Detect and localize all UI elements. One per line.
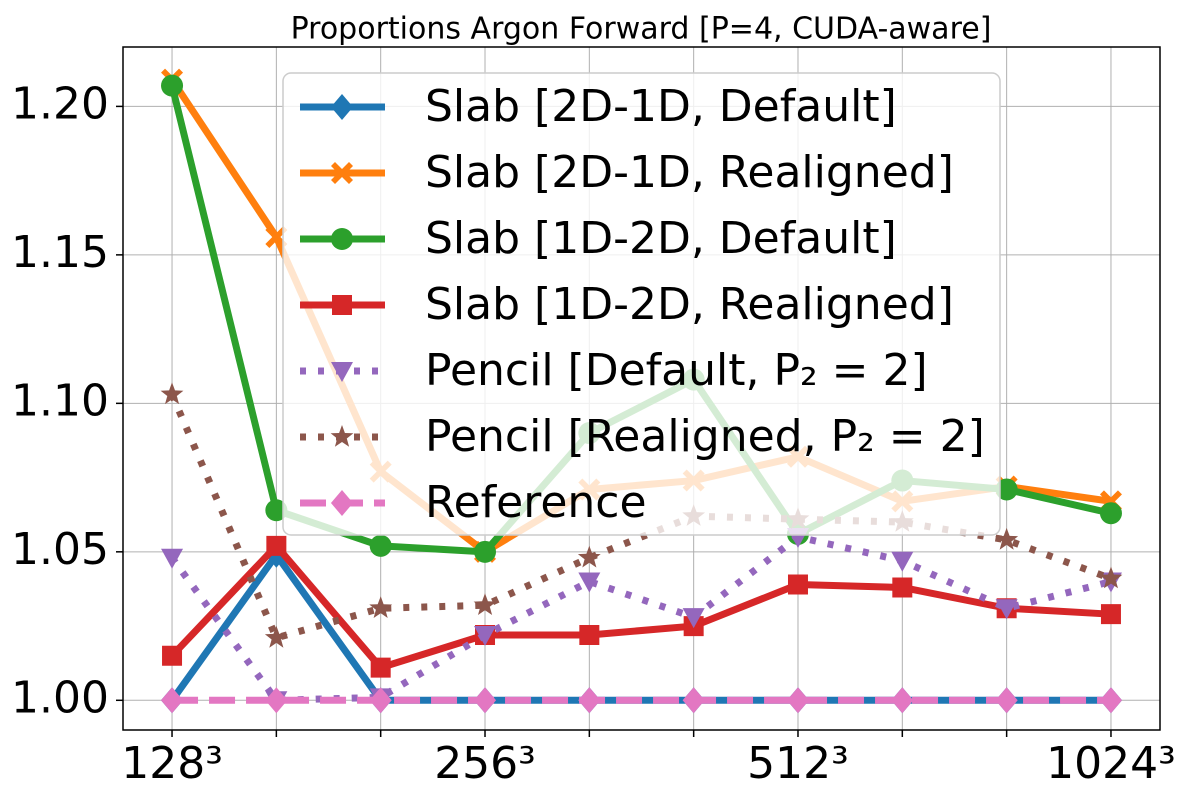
legend-label: Slab [1D-2D, Default] — [425, 213, 897, 264]
marker — [474, 625, 497, 646]
marker — [786, 687, 810, 714]
marker — [1100, 604, 1121, 625]
marker — [995, 687, 1018, 714]
marker — [160, 382, 184, 405]
marker — [473, 687, 497, 714]
marker — [1099, 566, 1123, 589]
legend-label: Reference — [425, 477, 647, 528]
marker — [264, 625, 288, 648]
marker — [330, 490, 354, 516]
y-tick-label: 1.05 — [11, 524, 109, 575]
marker — [369, 534, 392, 557]
legend-label: Slab [1D-2D, Realigned] — [425, 279, 954, 330]
marker — [995, 599, 1018, 620]
series — [160, 687, 1123, 714]
marker — [787, 574, 808, 595]
plot-frame — [122, 46, 1161, 731]
series-line — [168, 393, 1113, 642]
legend: Slab [2D-1D, Default] Slab [2D-1D, Realig… — [282, 72, 1001, 536]
marker — [332, 295, 352, 315]
marker — [331, 162, 353, 184]
marker — [682, 687, 705, 714]
marker — [579, 624, 600, 645]
marker — [265, 499, 288, 522]
marker — [331, 228, 353, 250]
marker — [265, 687, 288, 714]
marker — [1099, 687, 1123, 714]
marker — [160, 687, 184, 714]
x-tick-label: 128³ — [121, 738, 223, 789]
marker — [995, 527, 1019, 550]
marker — [369, 687, 392, 714]
marker — [162, 645, 183, 666]
marker — [995, 478, 1018, 501]
marker — [161, 548, 184, 569]
marker — [369, 596, 393, 618]
marker — [330, 94, 354, 120]
marker — [331, 362, 353, 382]
marker — [577, 545, 601, 568]
legend-label: Slab [2D-1D, Realigned] — [425, 147, 954, 198]
marker — [578, 687, 601, 714]
x-tick-label: 512³ — [747, 738, 849, 789]
marker — [474, 540, 497, 563]
marker — [161, 74, 184, 97]
legend-label: Pencil [Realigned, P₂ = 2] — [425, 411, 985, 462]
x-tick-label: 256³ — [434, 738, 536, 789]
marker — [330, 425, 354, 447]
marker — [578, 572, 601, 593]
marker — [266, 535, 287, 556]
marker — [370, 657, 391, 678]
y-tick-label: 1.20 — [11, 78, 109, 129]
marker — [1099, 502, 1122, 525]
marker — [891, 687, 914, 714]
marker — [473, 593, 497, 615]
marker — [891, 551, 914, 572]
y-tick-label: 1.00 — [11, 672, 109, 723]
x-tick-label: 1024³ — [1046, 738, 1176, 789]
series-line — [169, 542, 1112, 672]
legend-label: Slab [2D-1D, Default] — [425, 81, 897, 132]
y-tick-label: 1.10 — [11, 375, 109, 426]
y-tick-label: 1.15 — [11, 227, 109, 278]
legend-box — [282, 72, 1001, 536]
marker — [682, 608, 705, 629]
marker — [892, 577, 913, 598]
marker — [265, 226, 288, 249]
legend-label: Pencil [Default, P₂ = 2] — [425, 345, 928, 396]
chart-title: Proportions Argon Forward [P=4, CUDA-awa… — [291, 12, 992, 47]
